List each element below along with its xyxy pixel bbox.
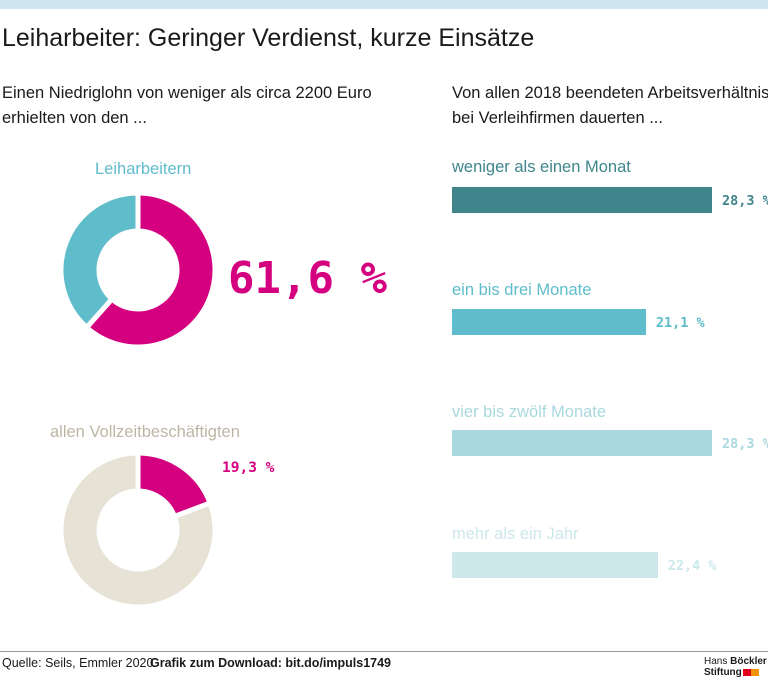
- donut-2-slice-niedriglohn: [135, 450, 214, 520]
- bar-label-4: mehr als ein Jahr: [452, 525, 579, 543]
- donut-2-value-label: 19,3 %: [222, 460, 275, 476]
- bar-label-2: ein bis drei Monate: [452, 281, 592, 299]
- donut-2-slice-rest: [58, 450, 218, 610]
- right-subtitle-line-1: Von allen 2018 beendeten Arbeitsverhältn…: [452, 84, 768, 102]
- donut-1-value-label: 61,6 %: [228, 253, 387, 304]
- bar-2: [452, 309, 646, 335]
- right-subtitle: Von allen 2018 beendeten Arbeitsverhältn…: [452, 81, 768, 131]
- donut-1-slice-rest: [58, 190, 141, 331]
- bar-3: [452, 430, 712, 456]
- bar-value-2: 21,1 %: [655, 315, 705, 331]
- bar-label-3: vier bis zwölf Monate: [452, 403, 607, 421]
- left-subtitle-line-2: erhielten von den ...: [2, 109, 147, 127]
- logo-text-stiftung: Stiftung: [704, 667, 742, 678]
- bar-label-1: weniger als einen Monat: [452, 158, 631, 176]
- left-subtitle-line-1: Einen Niedriglohn von weniger als circa …: [2, 84, 372, 102]
- hans-boeckler-stiftung-logo: Hans Böckler Stiftung: [704, 656, 767, 678]
- right-subtitle-line-2: bei Verleihfirmen dauerten ...: [452, 109, 663, 127]
- bar-value-4: 22,4 %: [667, 558, 717, 574]
- donut-chart-leiharbeiter: 61,6 %: [58, 190, 387, 350]
- donut-1-title: Leiharbeitern: [95, 160, 192, 178]
- donut-chart-vollzeit: 19,3 %: [58, 450, 275, 610]
- bar-4: [452, 552, 658, 578]
- top-accent-bar: [0, 0, 768, 9]
- logo-text-hans: Hans: [704, 656, 731, 667]
- footer-download-link[interactable]: Grafik zum Download: bit.do/impuls1749: [150, 656, 392, 670]
- bar-value-3: 28,3 %: [722, 436, 768, 452]
- bar-1: [452, 187, 712, 213]
- donut-2-title: allen Vollzeitbeschäftigten: [50, 423, 240, 441]
- chart-title: Leiharbeiter: Geringer Verdienst, kurze …: [2, 24, 535, 52]
- logo-text-boeckler: Böckler: [730, 656, 767, 667]
- footer-divider: [0, 651, 768, 652]
- logo-orange-square: [750, 668, 759, 676]
- donut-1-slice-niedriglohn: [83, 190, 218, 350]
- left-subtitle: Einen Niedriglohn von weniger als circa …: [2, 81, 372, 131]
- logo-red-square: [742, 668, 751, 676]
- footer-source: Quelle: Seils, Emmler 2020: [2, 656, 154, 670]
- bar-value-1: 28,3 %: [722, 193, 768, 209]
